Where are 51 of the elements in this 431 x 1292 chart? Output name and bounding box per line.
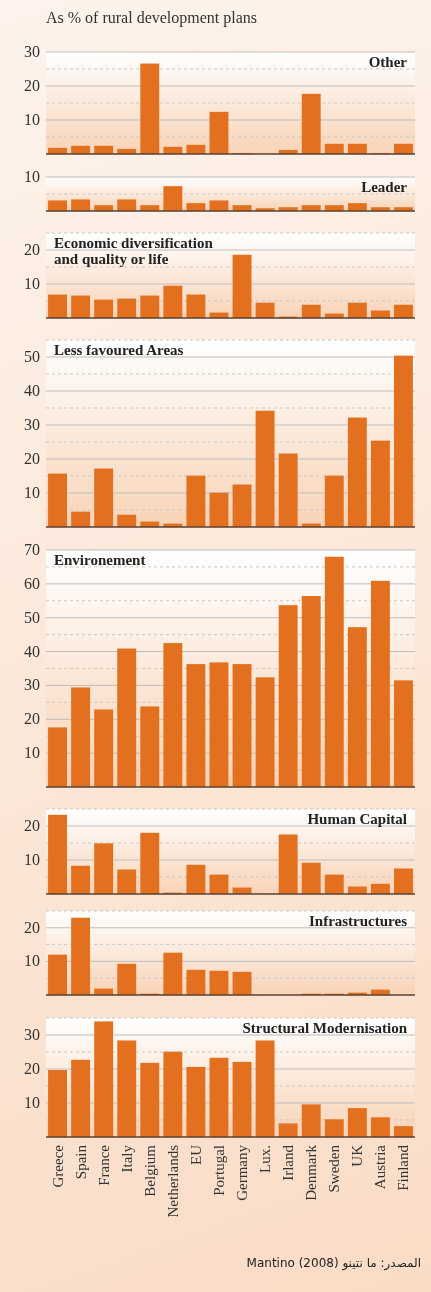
y-tick-label: 30 [24,1026,40,1043]
x-tick-label: France [95,1144,112,1186]
y-tick-label: 40 [24,382,40,399]
y-axis-title: As % of rural development plans [46,9,258,27]
y-tick-label: 30 [24,676,40,694]
y-tick-label: 10 [24,1094,40,1111]
x-tick-label: UK [349,1144,366,1167]
text: Economic diversification and quality or life [54,235,214,267]
x-tick-label: Belgium [141,1144,158,1197]
chart-title: Infrastructures [308,913,408,929]
text: المصدر: ما نتينو Mantino (2008) [246,1256,421,1270]
x-tick-label: Greece [49,1144,66,1188]
x-tick-label: Austria [372,1144,389,1190]
y-tick-label: 30 [24,416,40,433]
x-tick-label: Irland [280,1144,297,1181]
y-tick-label: 10 [24,744,40,762]
x-tick-label: Lux. [257,1145,274,1173]
x-tick-label: Netherlands [164,1144,181,1218]
y-tick-label: 10 [24,851,40,868]
y-tick-label: 20 [24,918,40,936]
y-tick-label: 10 [24,275,40,292]
y-tick-label: 20 [24,817,40,834]
x-tick-label: EU [187,1144,204,1165]
y-tick-label: 10 [24,484,40,501]
y-tick-label: 20 [24,710,40,728]
x-tick-label: Spain [72,1144,89,1180]
chart-title: Environement [54,552,146,568]
y-tick-label: 50 [24,608,40,626]
x-tick-label: Portugal [210,1145,227,1196]
y-tick-label: 20 [24,241,40,258]
y-tick-label: 70 [24,541,40,558]
x-tick-label: Italy [118,1144,135,1173]
x-tick-label: Germany [234,1144,251,1201]
chart-title: Leader [361,179,408,195]
chart-title: Human Capital [307,811,407,827]
y-tick-label: 30 [24,43,40,60]
chart-title: Less favoured Areas [54,342,184,358]
y-tick-label: 20 [24,77,40,94]
y-tick-label: 20 [24,450,40,467]
y-tick-label: 40 [24,642,40,660]
y-tick-label: 10 [24,952,40,970]
y-tick-label: 10 [24,168,40,185]
y-tick-label: 60 [24,574,40,592]
x-tick-label: Sweden [326,1144,343,1193]
chart-title: Other [368,54,408,70]
x-tick-label: Finland [395,1144,412,1191]
y-tick-label: 50 [24,348,40,365]
y-tick-label: 20 [24,1060,40,1077]
x-tick-label: Denmark [303,1144,320,1201]
y-tick-label: 10 [24,111,40,128]
chart-title: Structural Modernisation [242,1020,408,1036]
